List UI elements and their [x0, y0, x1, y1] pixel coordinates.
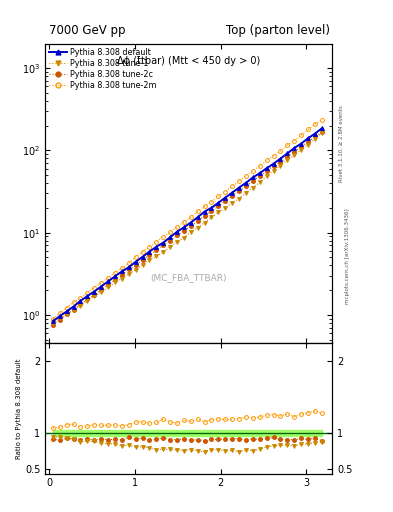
Text: mcplots.cern.ch [arXiv:1306.3436]: mcplots.cern.ch [arXiv:1306.3436]: [345, 208, 350, 304]
Text: Rivet 3.1.10, ≥ 2.8M events: Rivet 3.1.10, ≥ 2.8M events: [339, 105, 344, 182]
Text: Top (parton level): Top (parton level): [226, 24, 330, 37]
Text: Δϕ (t̄tbar) (Mtt < 450 dy > 0): Δϕ (t̄tbar) (Mtt < 450 dy > 0): [117, 55, 260, 66]
Text: (MC_FBA_TTBAR): (MC_FBA_TTBAR): [151, 273, 227, 282]
Y-axis label: Ratio to Pythia 8.308 default: Ratio to Pythia 8.308 default: [16, 358, 22, 459]
Text: 7000 GeV pp: 7000 GeV pp: [49, 24, 126, 37]
Legend: Pythia 8.308 default, Pythia 8.308 tune-1, Pythia 8.308 tune-2c, Pythia 8.308 tu: Pythia 8.308 default, Pythia 8.308 tune-…: [48, 46, 158, 91]
